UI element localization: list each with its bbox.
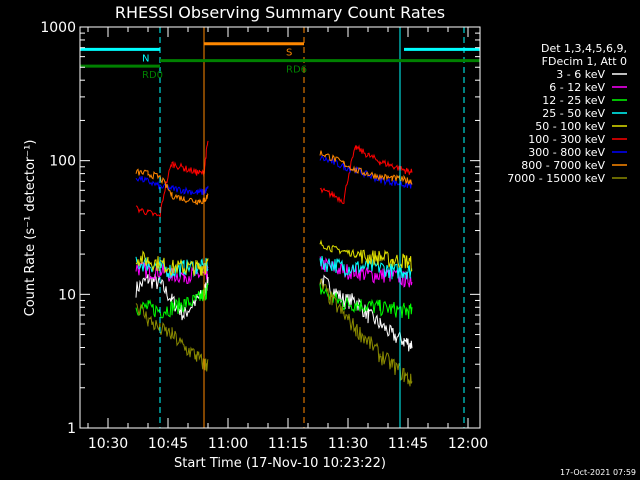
- plot-area: N S RD0 RD6: [79, 27, 480, 428]
- legend-label-7: 800 - 7000 keV: [521, 159, 605, 172]
- legend-label-6: 300 - 800 keV: [528, 146, 605, 159]
- chart-title: RHESSI Observing Summary Count Rates: [115, 3, 445, 22]
- y-tick-label-3: 1000: [40, 20, 76, 36]
- flag-label-0: N: [142, 53, 149, 64]
- legend-label-5: 100 - 300 keV: [528, 133, 605, 146]
- y-tick-label-1: 10: [58, 287, 76, 303]
- series-line-4-seg-0: [135, 250, 209, 277]
- flag-label-1: S: [286, 48, 292, 59]
- y-tick-label-0: 1: [67, 421, 76, 437]
- x-tick-label-0: 10:30: [88, 436, 128, 452]
- x-tick-label-2: 11:00: [208, 436, 248, 452]
- x-tick-label-6: 12:00: [448, 436, 488, 452]
- x-axis-label: Start Time (17-Nov-10 10:23:22): [174, 456, 386, 471]
- flag-label-3: RD6: [286, 65, 307, 76]
- date-stamp: 17-Oct-2021 07:59: [560, 468, 636, 477]
- series-line-8-seg-0: [135, 303, 209, 372]
- legend: Det 1,3,4,5,6,9, FDecim 1, Att 0 3 - 6 k…: [507, 42, 627, 185]
- y-axis-label: Count Rate (s⁻¹ detector⁻¹): [23, 140, 38, 317]
- legend-label-4: 50 - 100 keV: [535, 120, 605, 133]
- series-line-5-seg-0: [135, 140, 209, 220]
- x-tick-label-3: 11:15: [268, 436, 308, 452]
- y-tick-label-2: 100: [49, 154, 76, 170]
- series-line-6-seg-0: [135, 175, 209, 196]
- x-tick-label-1: 10:45: [148, 436, 188, 452]
- legend-label-2: 12 - 25 keV: [542, 94, 605, 107]
- legend-label-1: 6 - 12 keV: [549, 81, 605, 94]
- legend-label-8: 7000 - 15000 keV: [507, 172, 605, 185]
- legend-label-3: 25 - 50 keV: [542, 107, 605, 120]
- series-line-7-seg-0: [135, 168, 209, 206]
- axes-frame: [79, 26, 481, 429]
- legend-header-line-2: FDecim 1, Att 0: [542, 55, 627, 68]
- flag-label-2: RD0: [142, 70, 163, 81]
- legend-label-0: 3 - 6 keV: [556, 68, 605, 81]
- x-tick-label-5: 11:45: [388, 436, 428, 452]
- series-line-2-seg-0: [135, 282, 209, 319]
- x-tick-label-4: 11:30: [328, 436, 368, 452]
- legend-header-line-1: Det 1,3,4,5,6,9,: [541, 42, 627, 55]
- axes: 1 10 100 1000 10:30 10:45 11:00 11:15 11:30 11:45…: [40, 20, 488, 452]
